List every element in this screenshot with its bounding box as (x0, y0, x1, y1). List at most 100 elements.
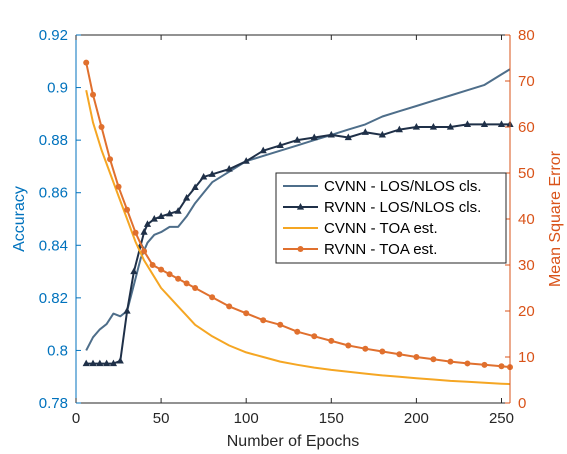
right-y-tick-label: 70 (518, 73, 535, 90)
data-point (191, 183, 199, 191)
legend-entry-label: CVNN - TOA est. (324, 220, 438, 237)
left-y-axis-label: Accuracy (11, 186, 28, 252)
x-tick-label: 200 (404, 410, 429, 427)
data-point (429, 123, 438, 130)
data-point (463, 120, 472, 127)
data-point (166, 271, 173, 278)
data-point (361, 128, 369, 135)
right-y-tick-label: 50 (518, 165, 535, 182)
data-point (116, 356, 124, 364)
data-point (89, 359, 97, 367)
data-point (140, 228, 148, 235)
left-y-tick-label: 0.8 (47, 342, 68, 359)
data-point (259, 146, 267, 154)
data-point (132, 229, 139, 236)
data-point (412, 123, 420, 130)
series-line-cvnn-toa-est (85, 89, 511, 386)
data-point (124, 206, 131, 213)
data-point (98, 124, 105, 130)
x-tick-label: 50 (153, 410, 170, 427)
right-y-tick-label: 20 (518, 303, 535, 320)
data-point (82, 359, 90, 367)
data-point (480, 120, 489, 127)
data-point (209, 294, 216, 301)
right-y-tick-label: 10 (518, 349, 535, 366)
data-point (344, 133, 352, 141)
data-point (430, 356, 437, 363)
data-point (413, 354, 420, 360)
data-point (260, 317, 267, 324)
left-y-tick-label: 0.84 (39, 237, 68, 254)
data-point (362, 345, 369, 352)
legend-entry-label: RVNN - LOS/NLOS cls. (324, 199, 481, 216)
data-point (183, 280, 190, 287)
legend-entry-label: RVNN - TOA est. (324, 241, 437, 258)
data-point (395, 125, 403, 133)
data-point (158, 266, 165, 273)
data-point (115, 183, 122, 190)
data-point (123, 307, 131, 314)
data-point (446, 123, 455, 130)
plot-area (82, 59, 514, 386)
left-y-tick-label: 0.86 (39, 185, 68, 202)
data-point (141, 248, 148, 255)
data-point (447, 358, 454, 365)
data-point (157, 212, 165, 219)
data-point (396, 351, 403, 358)
data-point (243, 310, 250, 317)
data-point (277, 321, 284, 328)
data-point (83, 59, 90, 66)
axes: 0 50 100 150 200 2500.780.80.820.840.860.880.… (11, 27, 564, 450)
left-y-tick-label: 0.88 (39, 132, 68, 149)
data-point (174, 207, 182, 214)
right-y-tick-label: 30 (518, 257, 535, 274)
left-y-tick-label: 0.82 (39, 290, 68, 307)
x-tick-label: 0 (72, 410, 80, 427)
data-point (498, 363, 505, 370)
data-point (497, 120, 506, 127)
right-y-tick-label: 40 (518, 211, 535, 228)
data-point (379, 348, 386, 355)
legend-marker (297, 246, 304, 252)
data-point (143, 220, 152, 227)
data-point (311, 333, 318, 340)
data-point (464, 360, 471, 367)
data-point (345, 342, 352, 349)
data-point (276, 141, 284, 148)
data-point (327, 130, 335, 138)
data-point (90, 91, 97, 98)
data-point (103, 359, 111, 367)
x-tick-label: 250 (489, 410, 514, 427)
left-y-tick-label: 0.78 (39, 395, 68, 412)
x-axis-label: Number of Epochs (227, 433, 360, 450)
x-tick-label: 150 (319, 410, 344, 427)
right-y-axis-label: Mean Square Error (547, 150, 564, 287)
data-point (481, 361, 488, 368)
data-point (109, 359, 118, 367)
data-point (225, 165, 233, 172)
data-point (328, 337, 335, 344)
data-point (192, 285, 199, 291)
left-y-tick-label: 0.9 (47, 80, 68, 97)
right-y-tick-label: 60 (518, 119, 535, 136)
data-point (175, 275, 182, 282)
legend-entry-label: CVNN - LOS/NLOS cls. (324, 178, 482, 195)
data-point (107, 156, 114, 163)
left-y-tick-label: 0.92 (39, 27, 68, 44)
data-point (242, 157, 250, 164)
data-point (378, 130, 386, 138)
data-point (166, 209, 174, 217)
legend-marker (296, 203, 305, 210)
data-point (310, 133, 318, 141)
data-point (208, 170, 216, 177)
data-point (200, 172, 208, 180)
legend: CVNN - LOS/NLOS cls. RVNN - LOS/NLOS cls.… (275, 172, 507, 264)
data-point (96, 359, 104, 367)
data-point (150, 215, 158, 222)
data-point (183, 193, 191, 201)
right-y-tick-label: 0 (518, 395, 526, 412)
right-y-tick-label: 80 (518, 27, 535, 44)
data-point (149, 262, 156, 268)
data-point (294, 328, 301, 335)
